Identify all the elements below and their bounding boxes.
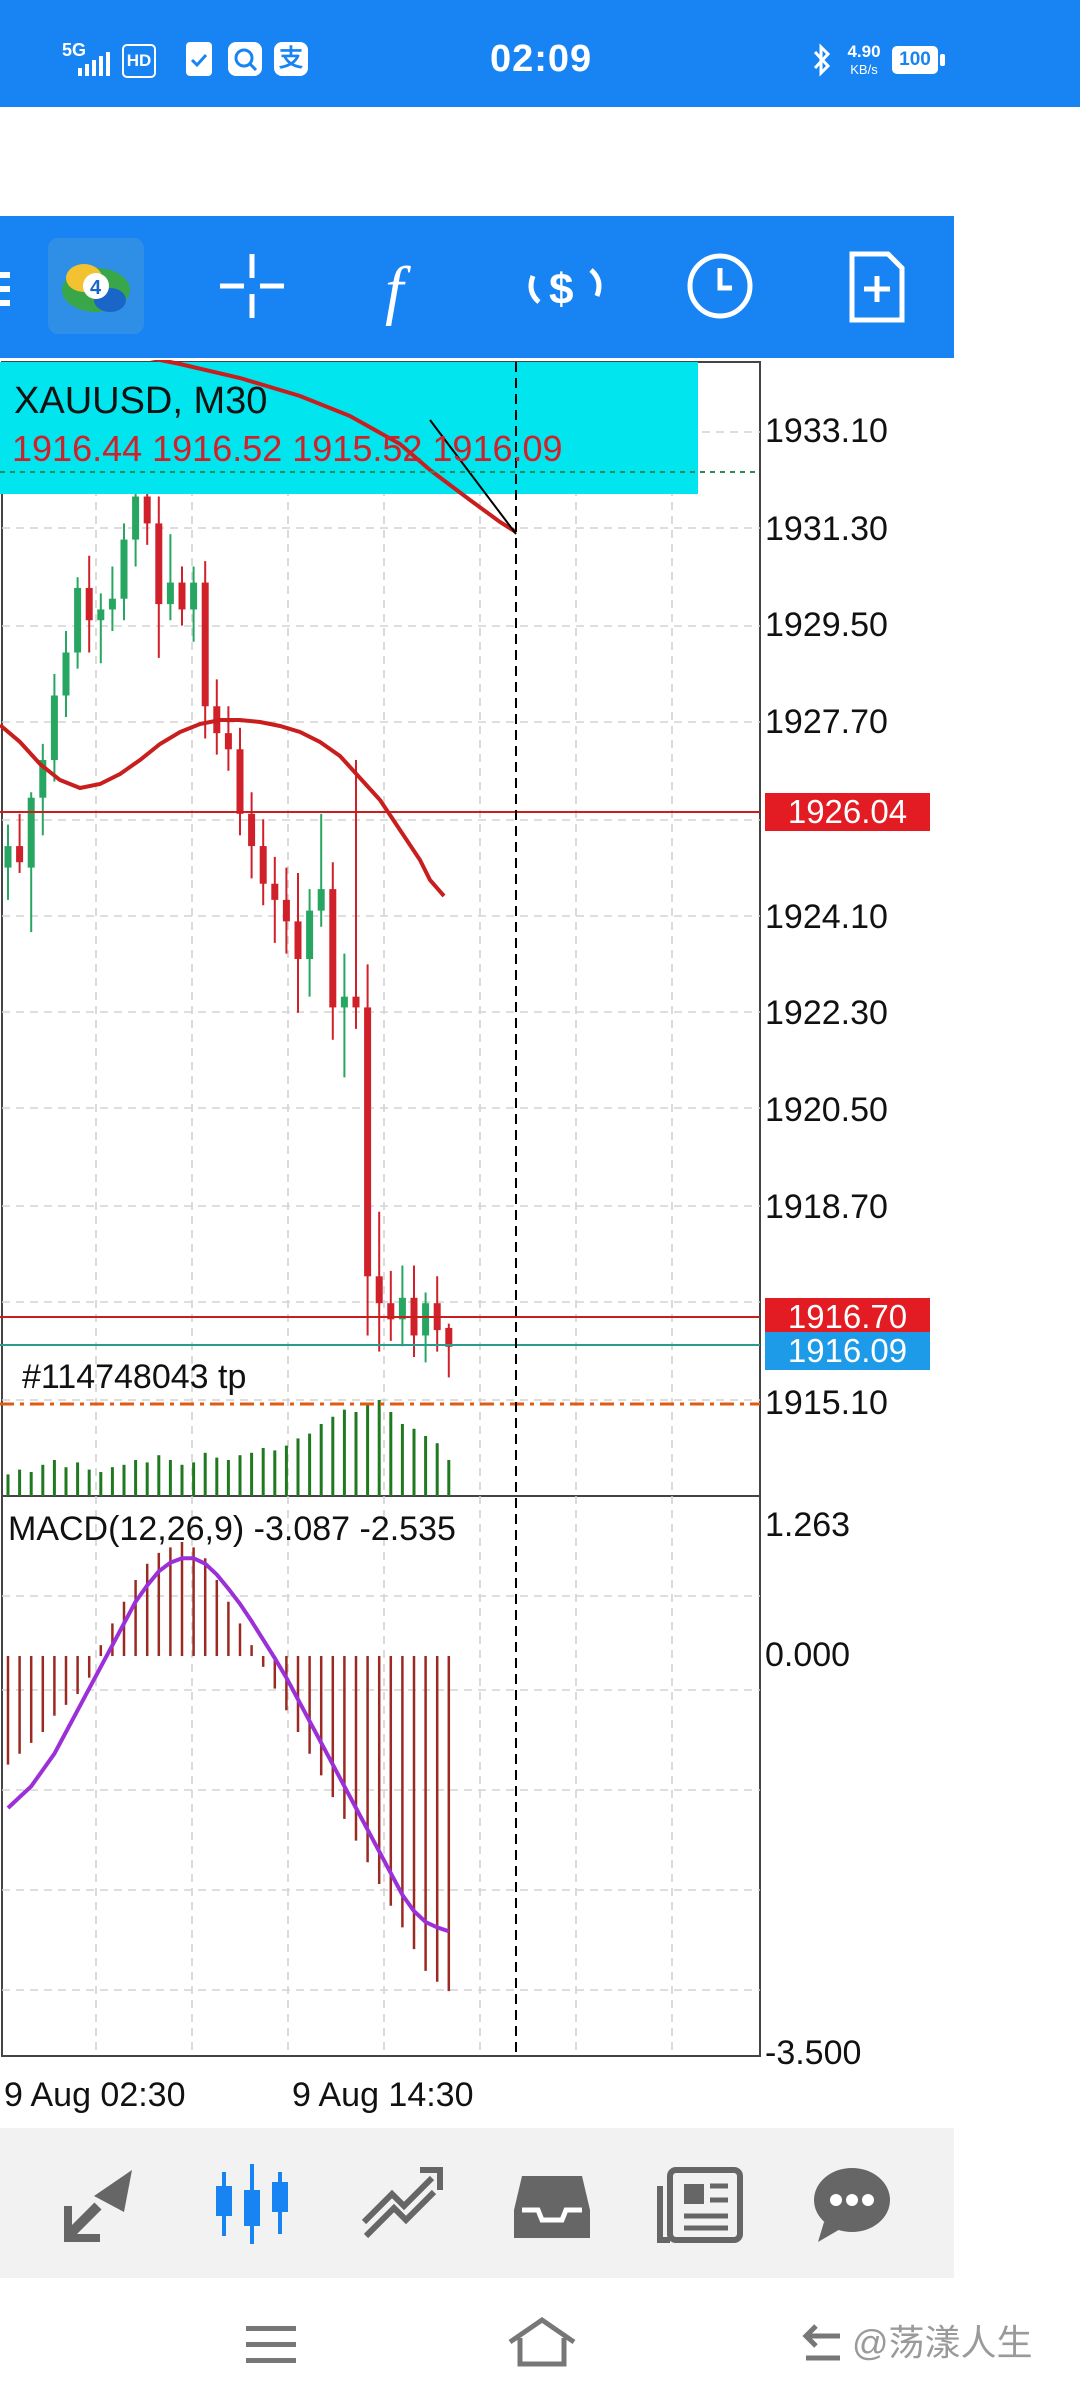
indicators-icon[interactable]: f [355, 236, 455, 336]
chart-icon[interactable] [204, 2156, 300, 2252]
candle [213, 679, 221, 755]
macd-axis-label: 1.263 [765, 1506, 851, 1544]
time-axis-label: 9 Aug 02:30 [4, 2076, 186, 2114]
candle [224, 706, 232, 771]
candle [317, 813, 325, 927]
price-axis-label: 1920.50 [765, 1091, 888, 1129]
candle [259, 819, 267, 906]
ohlc-values: 1916.44 1916.52 1915.52 1916.09 [12, 428, 563, 469]
bottom-navigation [0, 2128, 954, 2278]
trade-icon[interactable] [354, 2156, 450, 2252]
search-app-icon [228, 42, 262, 76]
candle [50, 674, 58, 782]
candle [236, 727, 244, 836]
candle [97, 593, 105, 664]
candle [294, 872, 302, 1013]
candle [445, 1323, 453, 1378]
symbol-label: XAUUSD, M30 [14, 380, 268, 422]
alipay-icon: 支 [274, 42, 308, 76]
svg-text:f: f [385, 254, 411, 327]
candle [108, 566, 116, 631]
price-chart[interactable] [0, 360, 1080, 2090]
candle [410, 1265, 418, 1357]
time-axis-label: 9 Aug 14:30 [292, 2076, 474, 2114]
candle [85, 555, 93, 653]
system-navigation: @荡漾人生 [0, 2278, 1080, 2400]
candle [27, 792, 35, 933]
recent-apps-icon[interactable] [244, 2322, 300, 2366]
candle [387, 1270, 395, 1341]
candle [166, 534, 174, 621]
macd-axis-label: -3.500 [765, 2034, 862, 2072]
candle [282, 867, 290, 954]
price-axis-label: 1918.70 [765, 1188, 888, 1226]
clock: 02:09 [490, 38, 593, 80]
crosshair-icon[interactable] [202, 236, 302, 336]
price-axis-label: 1927.70 [765, 703, 888, 741]
macd-axis-label: 0.000 [765, 1636, 851, 1674]
price-axis-label: 1922.30 [765, 994, 888, 1032]
candle [16, 813, 24, 873]
price-axis-label: 1915.10 [765, 1384, 888, 1422]
messages-icon[interactable] [804, 2156, 900, 2252]
price-tag-level: 1926.04 [765, 793, 930, 831]
news-icon[interactable] [654, 2156, 750, 2252]
svg-text:4: 4 [90, 277, 102, 299]
candle [39, 743, 47, 836]
order-label: #114748043 tp [22, 1358, 247, 1396]
history-icon[interactable] [504, 2156, 600, 2252]
back-icon[interactable] [800, 2322, 846, 2366]
price-axis-label: 1933.10 [765, 412, 888, 450]
hd-icon: HD [122, 44, 156, 78]
network-speed: 4.90 KB/s [847, 42, 881, 77]
candle [375, 1211, 383, 1352]
trade-icon[interactable]: $ [515, 236, 615, 336]
clipboard-icon [186, 42, 212, 76]
candle [271, 856, 279, 943]
macd-signal-line [6, 1556, 450, 1934]
price-axis-label: 1924.10 [765, 898, 888, 936]
price-axis-label: 1929.50 [765, 606, 888, 644]
moving-average-slow [149, 360, 518, 534]
candle [422, 1292, 430, 1363]
candle [178, 566, 186, 626]
moving-average-fast [0, 718, 446, 898]
metatrader-logo-icon[interactable]: 4 [48, 238, 144, 334]
macd-label: MACD(12,26,9) -3.087 -2.535 [8, 1510, 456, 1548]
timeframe-icon[interactable] [670, 236, 770, 336]
svg-text:$: $ [549, 265, 573, 314]
candle [4, 824, 12, 900]
price-axis-label: 1931.30 [765, 510, 888, 548]
quotes-icon[interactable] [54, 2156, 150, 2252]
candle [398, 1265, 406, 1347]
candle [62, 630, 70, 718]
candle [306, 889, 314, 997]
status-bar: 5G HD 支 02:09 4.90 KB/s 100 [0, 0, 1080, 107]
new-order-icon[interactable] [826, 236, 926, 336]
home-icon[interactable] [506, 2314, 578, 2370]
candle [433, 1276, 441, 1352]
candle [74, 577, 82, 669]
candle [248, 792, 256, 879]
watermark: @荡漾人生 [852, 2322, 1033, 2363]
price-tag-ask: 1916.70 [765, 1298, 930, 1336]
price-tag-bid: 1916.09 [765, 1332, 930, 1370]
battery-icon: 100 [892, 46, 938, 74]
candle [120, 523, 128, 621]
bluetooth-icon [810, 42, 834, 78]
menu-icon[interactable] [0, 236, 30, 336]
candle [155, 496, 163, 658]
candle [329, 862, 337, 1040]
candle [352, 760, 360, 1029]
candle [364, 964, 372, 1336]
network-icon: 5G [62, 40, 112, 78]
candle [201, 561, 209, 739]
candle [340, 953, 348, 1078]
candle [190, 566, 198, 642]
chart-area[interactable]: XAUUSD, M30 1916.44 1916.52 1915.52 1916… [0, 360, 1080, 2114]
chart-toolbar: 4 f $ [0, 216, 954, 358]
